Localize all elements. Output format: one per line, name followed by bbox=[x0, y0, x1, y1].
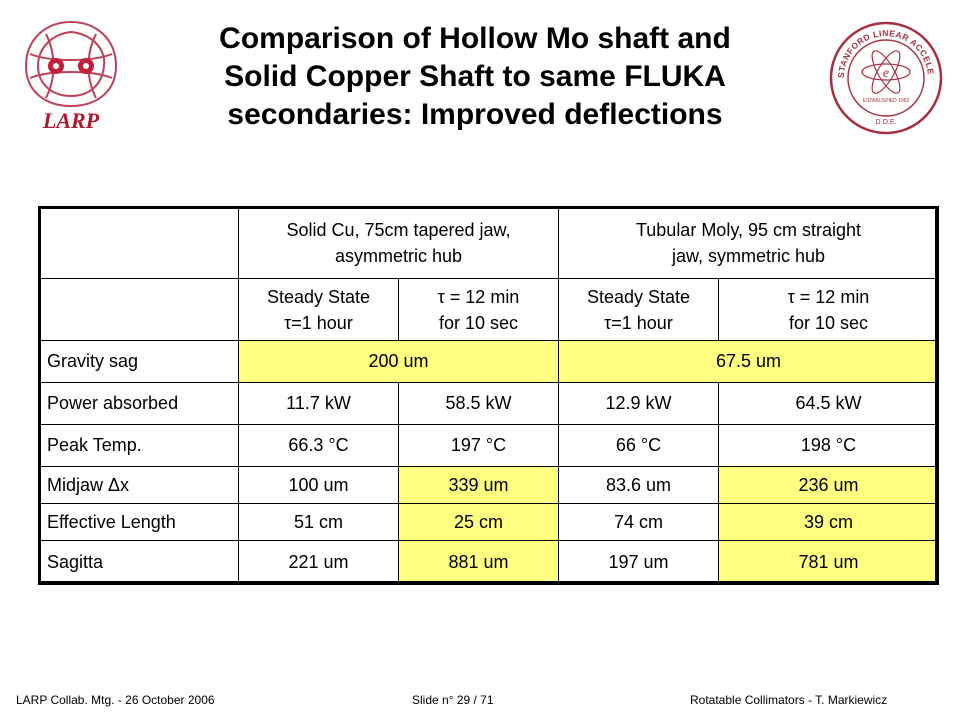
row-label: Gravity sag bbox=[38, 340, 239, 383]
table-cell: 66 °C bbox=[558, 424, 719, 467]
footer-talk-info: Rotatable Collimators - T. Markiewicz bbox=[690, 693, 888, 707]
table-cell: 339 um bbox=[398, 466, 559, 504]
cell-gravity-cu: 200 um bbox=[238, 340, 559, 383]
subheader-mo-steady: Steady State τ=1 hour bbox=[558, 278, 719, 341]
table-header-row: Solid Cu, 75cm tapered jaw, asymmetric h… bbox=[38, 206, 939, 279]
table-cell: 58.5 kW bbox=[398, 382, 559, 425]
table-row-sagitta: Sagitta 221 um 881 um 197 um 781 um bbox=[38, 540, 939, 585]
table-cell: 221 um bbox=[238, 540, 399, 585]
header-solid-cu-line2: asymmetric hub bbox=[334, 245, 463, 266]
table-cell: 25 cm bbox=[398, 503, 559, 541]
slac-established-text: ESTABLISHED 1962 bbox=[863, 98, 910, 104]
table-row-effective-length: Effective Length 51 cm 25 cm 74 cm 39 cm bbox=[38, 503, 939, 541]
header-empty-cell bbox=[38, 206, 239, 279]
cell-gravity-mo: 67.5 um bbox=[558, 340, 939, 383]
subheader-empty-cell bbox=[38, 278, 239, 341]
table-cell: 197 °C bbox=[398, 424, 559, 467]
larp-logo: LARP bbox=[24, 20, 118, 133]
subheader-line: Steady State bbox=[586, 286, 691, 307]
header-solid-cu-line1: Solid Cu, 75cm tapered jaw, bbox=[286, 219, 511, 240]
table-cell: 39 cm bbox=[718, 503, 939, 541]
slide-title-line1: Comparison of Hollow Mo shaft and bbox=[219, 22, 731, 55]
table-cell: 51 cm bbox=[238, 503, 399, 541]
subheader-line: for 10 sec bbox=[438, 312, 519, 333]
row-label: Power absorbed bbox=[38, 382, 239, 425]
table-row-power: Power absorbed 11.7 kW 58.5 kW 12.9 kW 6… bbox=[38, 382, 939, 425]
slac-seal-logo: STANFORD LINEAR ACCELERATOR CENTER e EST… bbox=[828, 20, 943, 135]
row-label: Effective Length bbox=[38, 503, 239, 541]
subheader-mo-transient: τ = 12 min for 10 sec bbox=[718, 278, 939, 341]
table-cell: 100 um bbox=[238, 466, 399, 504]
table-cell: 236 um bbox=[718, 466, 939, 504]
table-cell: 66.3 °C bbox=[238, 424, 399, 467]
svg-text:e: e bbox=[883, 66, 889, 81]
header-tubular-moly-line1: Tubular Moly, 95 cm straight bbox=[635, 219, 862, 240]
table-cell: 197 um bbox=[558, 540, 719, 585]
table-row-midjaw: Midjaw Δx 100 um 339 um 83.6 um 236 um bbox=[38, 466, 939, 504]
subheader-line: τ=1 hour bbox=[604, 312, 673, 333]
table-row-peak-temp: Peak Temp. 66.3 °C 197 °C 66 °C 198 °C bbox=[38, 424, 939, 467]
subheader-cu-transient: τ = 12 min for 10 sec bbox=[398, 278, 559, 341]
table-cell: 74 cm bbox=[558, 503, 719, 541]
comparison-table: Solid Cu, 75cm tapered jaw, asymmetric h… bbox=[38, 206, 939, 585]
subheader-line: τ = 12 min bbox=[437, 286, 520, 307]
subheader-line: τ=1 hour bbox=[284, 312, 353, 333]
header-tubular-moly-line2: jaw, symmetric hub bbox=[671, 245, 826, 266]
subheader-cu-steady: Steady State τ=1 hour bbox=[238, 278, 399, 341]
footer-meeting: LARP Collab. Mtg. - 26 October 2006 bbox=[16, 693, 215, 707]
subheader-line: for 10 sec bbox=[788, 312, 869, 333]
table-cell: 11.7 kW bbox=[238, 382, 399, 425]
header-tubular-moly: Tubular Moly, 95 cm straight jaw, symmet… bbox=[558, 206, 939, 279]
table-cell: 198 °C bbox=[718, 424, 939, 467]
table-cell: 781 um bbox=[718, 540, 939, 585]
row-label: Midjaw Δx bbox=[38, 466, 239, 504]
larp-logo-text: LARP bbox=[42, 108, 100, 133]
slide-title: Comparison of Hollow Mo shaft and Solid … bbox=[165, 20, 785, 134]
table-cell: 881 um bbox=[398, 540, 559, 585]
row-label: Peak Temp. bbox=[38, 424, 239, 467]
slac-doe-text: D.O.E. bbox=[875, 119, 896, 126]
subheader-line: τ = 12 min bbox=[787, 286, 870, 307]
footer-slide-number: Slide n° 29 / 71 bbox=[412, 693, 494, 707]
table-row-gravity-sag: Gravity sag 200 um 67.5 um bbox=[38, 340, 939, 383]
subheader-line: Steady State bbox=[266, 286, 371, 307]
slide-title-line3: secondaries: Improved deflections bbox=[227, 98, 723, 131]
slide-title-line2: Solid Copper Shaft to same FLUKA bbox=[224, 60, 726, 93]
row-label: Sagitta bbox=[38, 540, 239, 585]
header-solid-cu: Solid Cu, 75cm tapered jaw, asymmetric h… bbox=[238, 206, 559, 279]
table-cell: 83.6 um bbox=[558, 466, 719, 504]
table-cell: 64.5 kW bbox=[718, 382, 939, 425]
table-cell: 12.9 kW bbox=[558, 382, 719, 425]
table-subheader-row: Steady State τ=1 hour τ = 12 min for 10 … bbox=[38, 278, 939, 341]
